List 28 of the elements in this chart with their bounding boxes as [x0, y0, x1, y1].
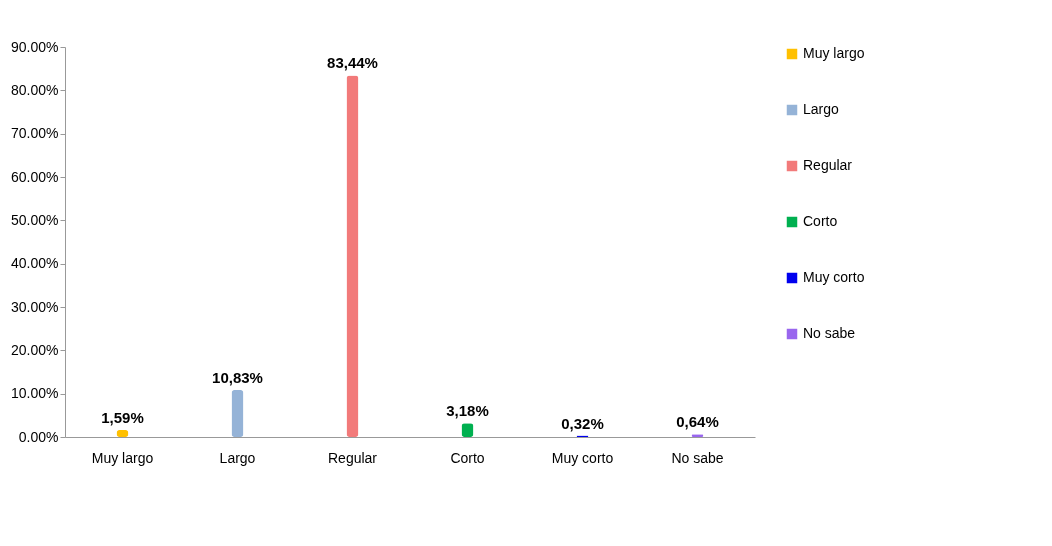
data-label: 0,64%: [676, 413, 719, 431]
y-tick-label: 50.00%: [11, 211, 59, 228]
y-tick-label: 20.00%: [11, 341, 59, 358]
data-label: 83,44%: [327, 54, 378, 72]
y-tick-label: 40.00%: [11, 255, 59, 272]
y-tick-label: 60.00%: [11, 168, 59, 185]
data-label: 1,59%: [101, 409, 144, 427]
data-label: 10,83%: [212, 369, 263, 387]
y-tick-label: 10.00%: [11, 385, 59, 402]
x-tick-label: Muy corto: [551, 449, 614, 466]
y-tick-label: 70.00%: [11, 125, 59, 142]
legend-label: Regular: [803, 157, 853, 173]
x-tick-label: Regular: [327, 449, 378, 466]
x-tick-label: Muy largo: [91, 449, 154, 466]
x-tick-label: No sabe: [671, 449, 724, 466]
y-tick-label: 0.00%: [18, 428, 59, 445]
y-tick-label: 80.00%: [11, 81, 59, 98]
data-label: 0,32%: [561, 414, 604, 432]
legend-label: No sabe: [803, 325, 856, 341]
legend-label: Corto: [803, 213, 838, 229]
legend-label: Muy corto: [803, 269, 865, 285]
y-tick-label: 30.00%: [11, 298, 59, 315]
x-tick-label: Corto: [450, 449, 485, 466]
x-tick-label: Largo: [219, 449, 256, 466]
y-tick-label: 90.00%: [11, 38, 59, 55]
data-label: 3,18%: [446, 402, 489, 420]
legend-label: Muy largo: [803, 45, 865, 61]
legend-label: Largo: [803, 101, 840, 117]
